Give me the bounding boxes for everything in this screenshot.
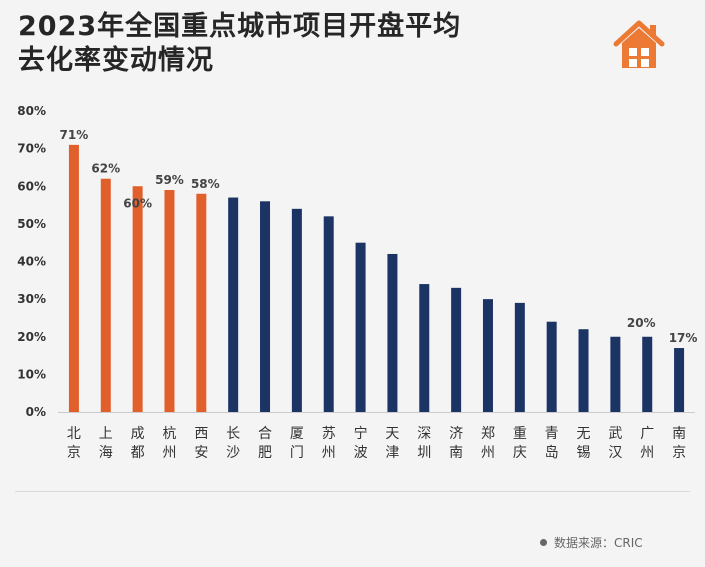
x-tick-label: 郑州 [481,426,495,461]
data-label: 60% [123,196,152,210]
y-tick-label: 20% [17,330,46,344]
chart-title: 2023年全国重点城市项目开盘平均 去化率变动情况 [18,10,461,78]
x-tick-label: 北京 [67,426,81,461]
bar [578,329,589,412]
bar [387,253,398,412]
y-tick-label: 30% [17,292,46,306]
bar [419,284,430,412]
bar [196,193,207,412]
y-tick-label: 50% [17,217,46,231]
bar [68,144,79,413]
x-tick-label: 重庆 [513,426,527,461]
bar [100,178,111,412]
x-tick-label: 长沙 [226,426,240,461]
bullet-icon [540,539,547,546]
x-tick-label: 武汉 [608,426,622,461]
y-tick-label: 40% [17,255,46,269]
data-labels: 71% 62% 60%59% 58% 20% 17% [60,128,698,345]
bar [260,201,271,412]
x-tick-label: 宁波 [354,425,368,461]
bar [451,287,462,412]
x-tick-label: 广州 [640,426,654,461]
x-tick-label: 深圳 [417,426,431,461]
x-tick-label: 西安 [194,426,208,461]
x-tick-label: 苏州 [322,426,336,461]
y-tick-label: 80% [17,104,46,118]
y-tick-label: 10% [17,367,46,381]
bar [546,321,557,412]
bar [132,186,143,412]
bar [482,299,493,412]
x-tick-label: 合肥 [258,426,272,461]
bar [291,208,302,412]
data-label: 17% [669,331,698,345]
y-tick-label: 70% [17,142,46,156]
x-tick-label: 杭州 [162,426,176,461]
data-label: 59% [155,173,184,187]
data-label: 62% [91,162,120,176]
data-label: 71% [60,128,89,142]
chart-title-line-1: 2023年全国重点城市项目开盘平均 [18,11,462,42]
x-tick-label: 天津 [385,426,399,461]
y-axis: 0% 10% 20% 30% 40% 50% 60% 70% 80% [17,104,46,419]
x-tick-label: 南京 [672,426,686,461]
chart-title-line-2: 去化率变动情况 [18,45,214,76]
bar [164,190,175,412]
x-tick-label: 青岛 [545,426,559,461]
bar [228,197,239,412]
x-tick-label: 无锡 [577,426,591,461]
bar [514,302,525,412]
bar [674,348,685,412]
data-label: 58% [191,177,220,191]
x-tick-label: 厦门 [290,426,304,461]
data-source-label: 数据来源：CRIC [554,536,643,550]
bar [610,336,621,412]
data-source: 数据来源：CRIC [540,534,643,551]
bar-chart: 0%10%20%30%40%50%60%70%80% 71%62%60%59% 5… [17,104,698,461]
x-tick-label: 成都 [131,426,145,461]
y-tick-label: 60% [17,179,46,193]
footer-divider [15,491,690,492]
x-tick-label: 上海 [99,426,113,461]
x-tick-label: 济南 [449,426,463,461]
y-tick-label: 0% [26,405,46,419]
house-icon [613,20,665,68]
data-label: 20% [627,316,656,330]
bars [68,144,685,413]
bar [323,216,334,412]
bar [642,336,653,412]
bar [355,242,366,412]
